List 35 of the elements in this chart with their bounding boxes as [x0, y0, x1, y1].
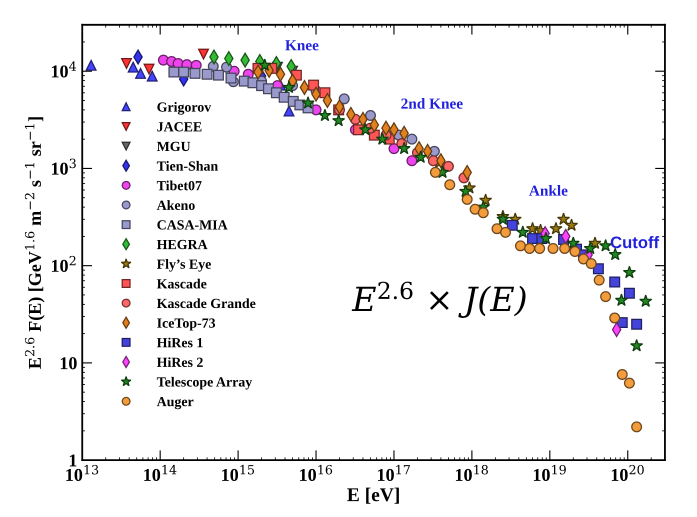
x-tick-label: 10$^{15}$	[222, 464, 254, 482]
legend-label: Akeno	[156, 200, 195, 210]
annotation: Knee	[285, 40, 318, 50]
legend-label: Kascade Grande	[156, 298, 256, 308]
x-tick-label: 10$^{19}$	[534, 464, 566, 482]
annotation: Cutoff	[610, 236, 660, 248]
x-axis-title: E [eV]	[347, 488, 399, 504]
legend-label: MGU	[156, 142, 190, 152]
x-tick-label: 10$^{18}$	[456, 464, 488, 482]
x-tick-label: 10$^{17}$	[378, 464, 410, 482]
legend-label: IceTop-73	[157, 318, 216, 331]
legend-label: Tien-Shan	[156, 160, 218, 171]
legend-label: Auger	[156, 396, 194, 410]
y-tick-label: 1	[70, 454, 76, 466]
legend-label: Fly’s Eye	[156, 259, 211, 272]
annotation: E$^{2.6}$ × J(E)	[352, 282, 526, 318]
legend-label: CASA-MIA	[157, 220, 228, 230]
annotation: 2nd Knee	[401, 98, 463, 109]
annotation: Ankle	[529, 185, 568, 196]
legend-label: Kascade	[156, 278, 206, 288]
legend-label: HiRes 1	[156, 338, 203, 348]
legend-label: JACEE	[157, 122, 202, 132]
x-tick-label: 10$^{16}$	[300, 464, 332, 482]
y-tick-label: 10$^{2}$	[52, 256, 76, 272]
legend-label: Telescope Array	[156, 376, 252, 390]
legend-label: Grigorov	[157, 102, 212, 115]
y-tick-label: 10	[60, 357, 77, 370]
text: E$^{2.6}$ F(E) [GeV$^{1.6}$ m$^{−2}$ s$^{−1}$ sr$^{−1}$]	[24, 117, 45, 369]
y-tick-label: 10$^{3}$	[52, 158, 76, 175]
x-tick-label: 10$^{14}$	[144, 464, 176, 482]
legend-label: Tibet07	[156, 180, 202, 190]
legend-label: HEGRA	[156, 240, 208, 250]
legend-label: HiRes 2	[156, 357, 203, 367]
y-tick-label: 10$^{4}$	[52, 61, 76, 78]
x-tick-label: 10$^{20}$	[612, 464, 644, 482]
